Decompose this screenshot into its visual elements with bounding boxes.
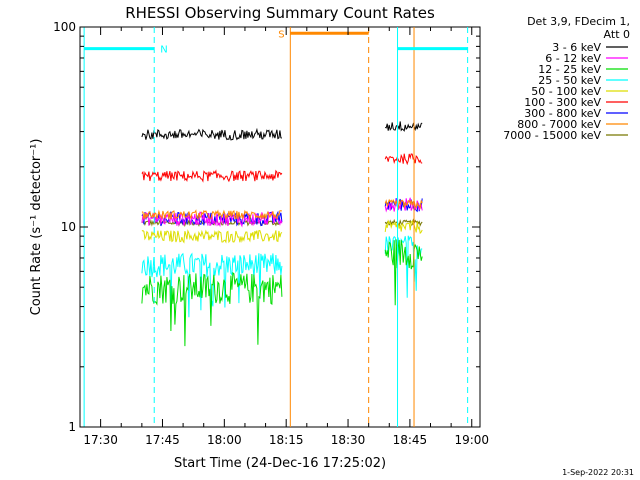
x-tick-label: 18:30 [331, 433, 366, 447]
legend-header-line2: Att 0 [604, 28, 630, 41]
legend-entry-label: 3 - 6 keV [552, 41, 601, 54]
axes-layer: 1 10 100 17:30 17:45 18:00 18:15 18:30 18:45 19:0… [53, 20, 489, 447]
legend-entry-label: 6 - 12 keV [545, 52, 601, 65]
plot-frame [79, 26, 481, 428]
x-axis-label: Start Time (24-Dec-16 17:25:02) [174, 456, 386, 471]
series-line-50-100-kev [384, 219, 423, 235]
series-line-7000-15000-kev [384, 218, 423, 227]
series-line-50-100-kev [141, 229, 283, 244]
series-line-12-25-kev [384, 239, 423, 306]
legend-entry-label: 25 - 50 keV [538, 74, 601, 87]
legend-entry-label: 50 - 100 keV [531, 85, 601, 98]
y-tick-label: 10 [61, 220, 76, 234]
x-tick-label: 18:00 [207, 433, 242, 447]
legend-entry-label: 7000 - 15000 keV [503, 129, 601, 142]
x-tick-label: 19:00 [454, 433, 489, 447]
y-tick-label: 100 [53, 20, 76, 34]
legend-entry-label: 100 - 300 keV [524, 96, 601, 109]
series-line-100-300-kev [141, 169, 283, 183]
x-tick-label: 17:30 [83, 433, 118, 447]
annotation-label: S [278, 29, 284, 40]
footer-timestamp: 1-Sep-2022 20:31 [562, 468, 634, 477]
series-line-100-300-kev [384, 153, 423, 166]
series-line-12-25-kev [141, 271, 283, 347]
series-line-3-6-kev [141, 127, 283, 141]
x-tick-label: 18:15 [269, 433, 304, 447]
x-tick-label: 18:45 [393, 433, 428, 447]
x-tick-label: 17:45 [145, 433, 180, 447]
plot-layer: NS [83, 27, 469, 427]
legend-entry-label: 300 - 800 keV [524, 107, 601, 120]
legend-entry-label: 800 - 7000 keV [517, 118, 601, 131]
annotation-label: N [160, 45, 167, 56]
chart-title: RHESSI Observing Summary Count Rates [125, 4, 435, 22]
y-axis-label: Count Rate (s⁻¹ detector⁻¹) [29, 139, 44, 316]
series-line-800-7000-kev [384, 198, 423, 210]
legend-entry-label: 12 - 25 keV [538, 63, 601, 76]
series-line-3-6-kev [384, 121, 423, 132]
y-tick-label: 1 [68, 420, 76, 434]
series-line-800-7000-kev [141, 209, 282, 221]
legend-header-line1: Det 3,9, FDecim 1, [527, 15, 630, 28]
